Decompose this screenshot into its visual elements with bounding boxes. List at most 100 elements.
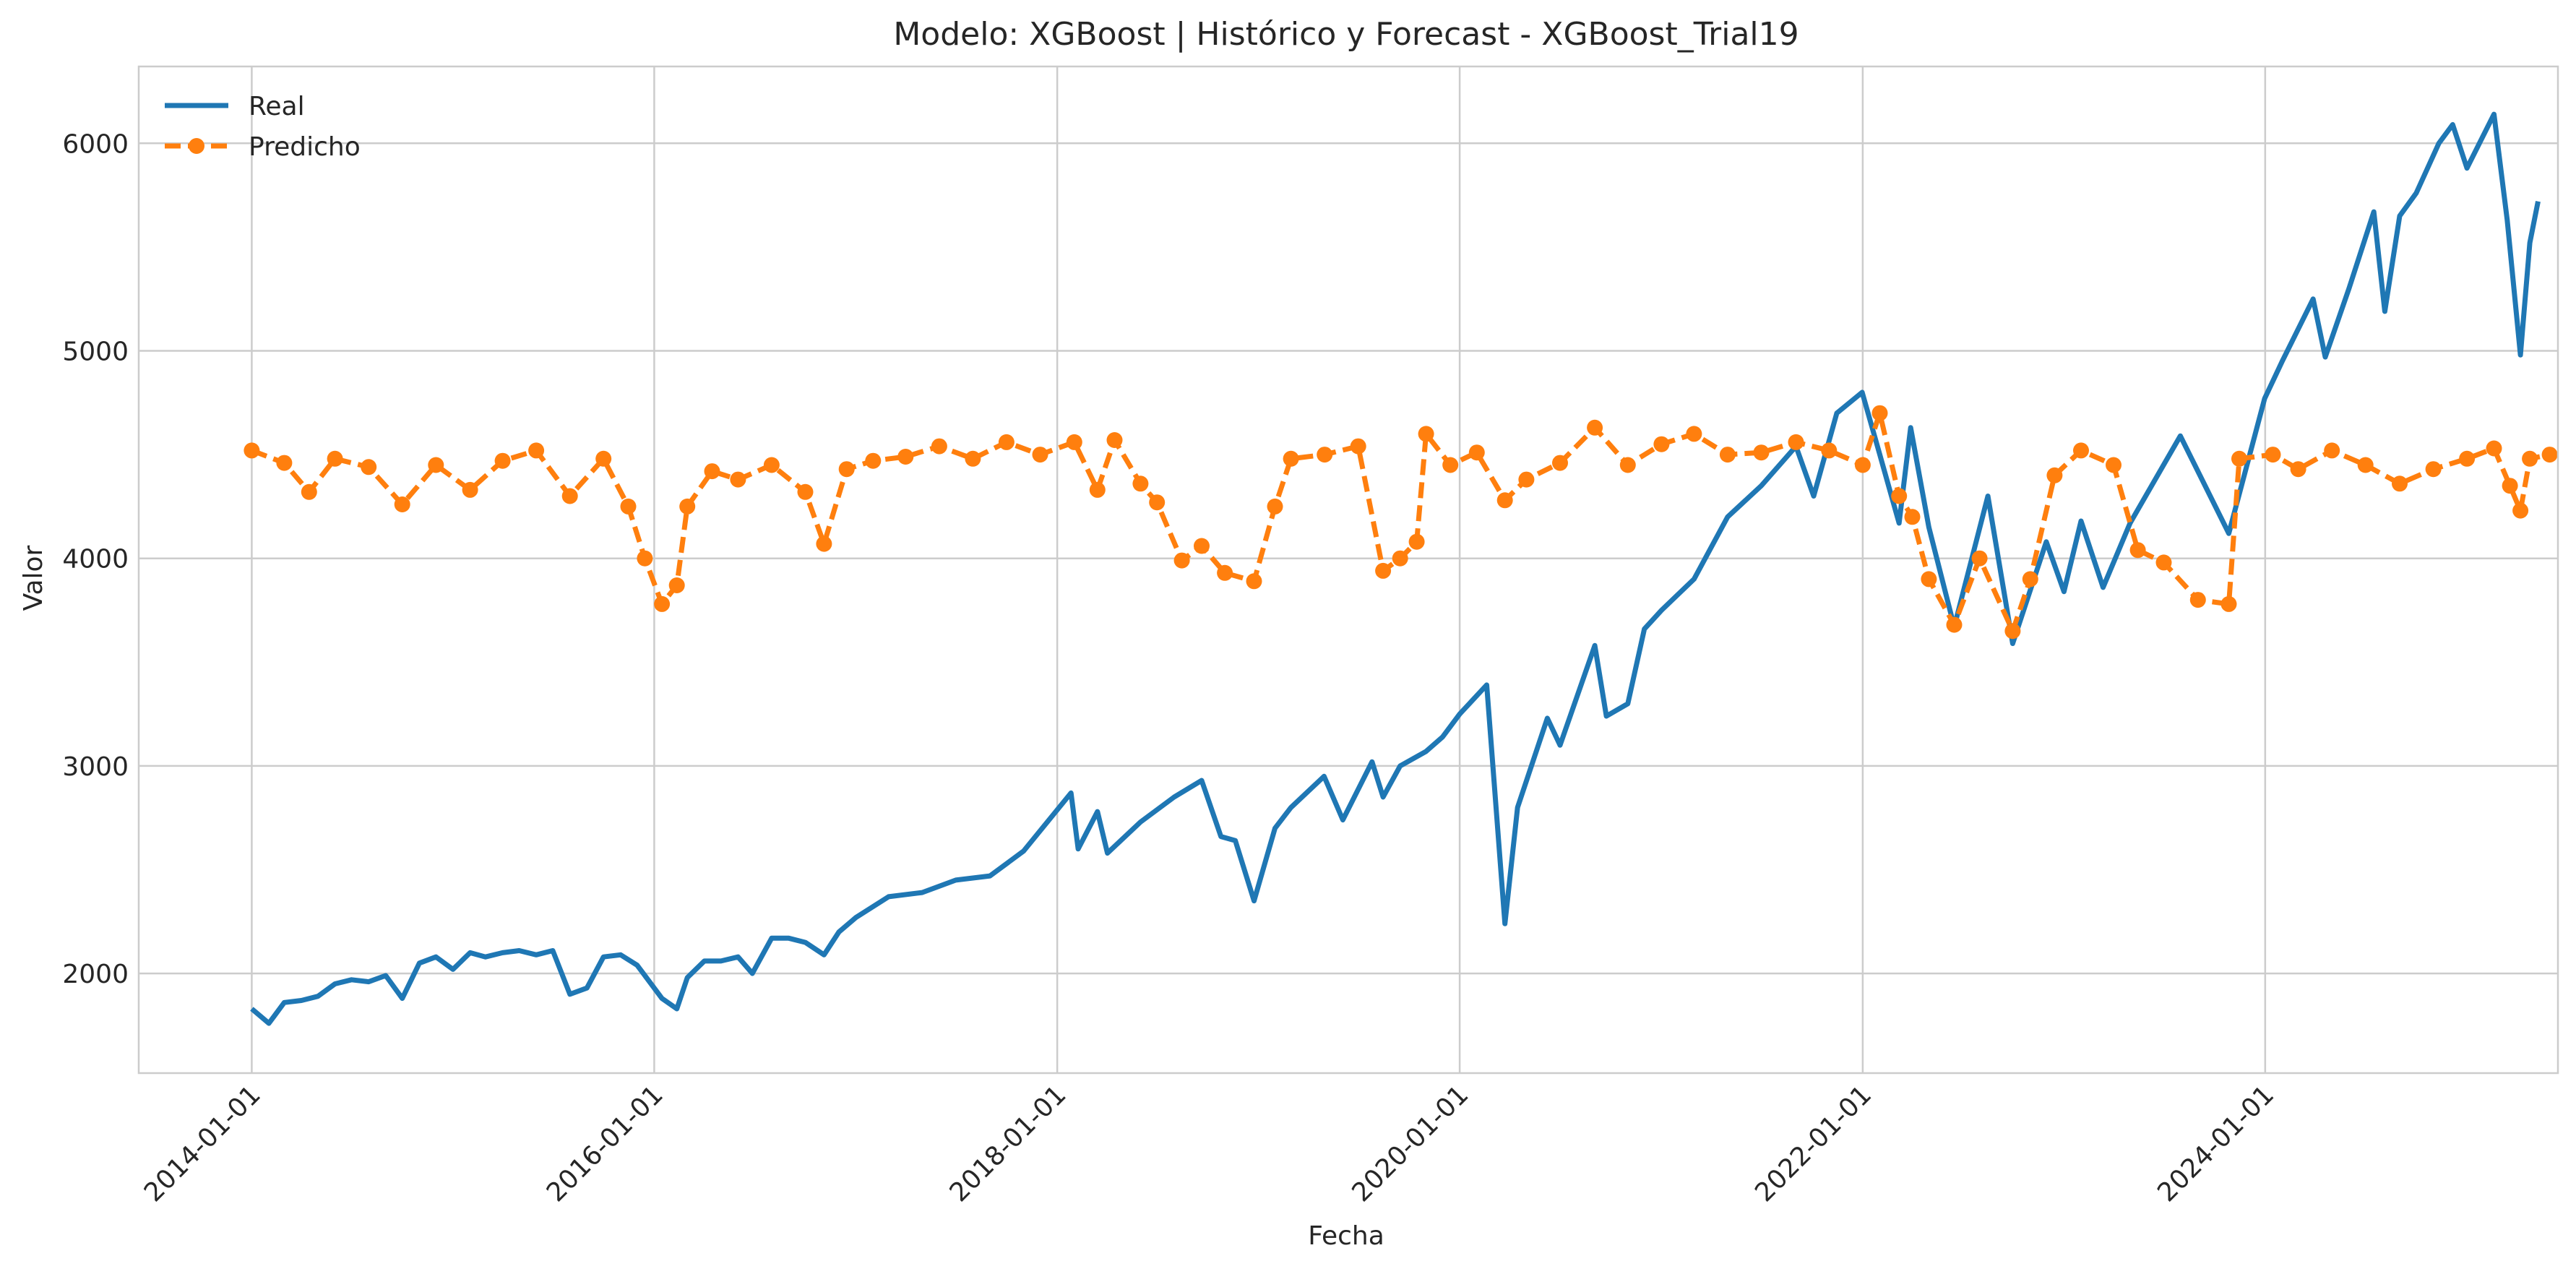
data-point-predicho xyxy=(1468,444,1485,461)
series-line-real xyxy=(250,111,2541,1026)
data-point-predicho xyxy=(730,471,746,488)
data-point-predicho xyxy=(361,459,377,475)
data-point-predicho xyxy=(1066,434,1082,450)
data-point-predicho xyxy=(2392,475,2408,492)
data-point-predicho xyxy=(2155,554,2172,571)
x-axis-label: Fecha xyxy=(1308,1221,1384,1251)
data-point-predicho xyxy=(1173,552,1190,569)
data-point-predicho xyxy=(2022,571,2038,587)
data-point-predicho xyxy=(838,461,855,478)
data-point-predicho xyxy=(1149,494,1166,511)
data-point-predicho xyxy=(965,450,981,467)
data-point-predicho xyxy=(301,483,317,500)
plot-frame xyxy=(137,65,2559,1075)
data-point-predicho xyxy=(2512,502,2529,519)
data-point-predicho xyxy=(1089,481,1106,498)
y-tick-label: 4000 xyxy=(62,545,129,574)
legend-marker-predicho xyxy=(189,138,204,154)
legend-label-real: Real xyxy=(249,92,305,121)
data-point-predicho xyxy=(1686,426,1702,442)
data-point-predicho xyxy=(2004,623,2021,640)
data-point-predicho xyxy=(2046,467,2063,483)
data-point-predicho xyxy=(2324,442,2340,459)
data-point-predicho xyxy=(998,434,1015,450)
data-point-predicho xyxy=(2522,450,2538,467)
data-point-predicho xyxy=(1904,509,1921,525)
data-point-predicho xyxy=(244,442,260,459)
data-point-predicho xyxy=(704,463,720,480)
data-point-predicho xyxy=(2220,595,2237,612)
data-point-predicho xyxy=(763,457,780,473)
data-point-predicho xyxy=(2073,442,2089,459)
data-point-predicho xyxy=(2357,457,2374,473)
legend-label-predicho: Predicho xyxy=(249,132,361,162)
data-point-predicho xyxy=(2459,450,2476,467)
data-point-predicho xyxy=(595,450,612,467)
data-point-predicho xyxy=(668,577,685,593)
data-point-predicho xyxy=(797,483,814,500)
data-point-predicho xyxy=(494,452,511,469)
data-point-predicho xyxy=(1032,447,1048,463)
data-point-predicho xyxy=(2486,440,2502,457)
data-point-predicho xyxy=(1921,571,1937,587)
y-tick-label: 2000 xyxy=(62,960,129,989)
data-point-predicho xyxy=(462,481,478,498)
data-point-predicho xyxy=(2129,542,2146,559)
data-point-predicho xyxy=(276,455,293,471)
data-point-predicho xyxy=(1418,426,1434,442)
data-point-predicho xyxy=(327,450,343,467)
y-tick-label: 6000 xyxy=(62,129,129,159)
data-point-predicho xyxy=(1971,550,1988,567)
data-point-predicho xyxy=(1946,616,1963,633)
grid xyxy=(139,66,2558,1073)
data-point-predicho xyxy=(1350,438,1366,455)
data-point-predicho xyxy=(1821,442,1838,459)
chart-title: Modelo: XGBoost | Histórico y Forecast -… xyxy=(893,16,1799,53)
data-point-predicho xyxy=(816,535,832,552)
series-line-predicho xyxy=(251,410,2551,634)
data-point-predicho xyxy=(637,550,653,567)
data-point-predicho xyxy=(620,498,637,515)
data-point-predicho xyxy=(1496,492,1513,509)
data-point-predicho xyxy=(1854,457,1871,473)
data-point-predicho xyxy=(394,496,410,512)
data-point-predicho xyxy=(1317,447,1333,463)
data-point-predicho xyxy=(428,457,444,473)
data-point-predicho xyxy=(528,442,545,459)
data-point-predicho xyxy=(561,488,578,504)
data-point-predicho xyxy=(2265,447,2281,463)
legend: Real Predicho xyxy=(165,92,361,162)
data-point-predicho xyxy=(2425,461,2442,478)
data-point-predicho xyxy=(1619,457,1636,473)
y-tick-label: 5000 xyxy=(62,337,129,366)
data-point-predicho xyxy=(1246,573,1262,590)
y-axis-ticks: 2000 3000 4000 5000 6000 xyxy=(62,129,129,989)
data-point-predicho xyxy=(1392,550,1408,567)
data-point-predicho xyxy=(1375,562,1392,579)
data-point-predicho xyxy=(1552,455,1568,471)
data-point-predicho xyxy=(1132,475,1149,492)
data-point-predicho xyxy=(1194,538,1210,554)
data-point-predicho xyxy=(1267,498,1283,515)
y-tick-label: 3000 xyxy=(62,752,129,782)
data-point-predicho xyxy=(1753,444,1770,461)
data-point-predicho xyxy=(1788,434,1804,450)
y-axis-label: Valor xyxy=(19,545,48,611)
plot-area xyxy=(244,111,2558,1026)
data-point-predicho xyxy=(1283,450,1299,467)
data-point-predicho xyxy=(1217,564,1233,581)
data-point-predicho xyxy=(2189,592,2206,608)
data-point-predicho xyxy=(2290,461,2306,478)
data-point-predicho xyxy=(897,449,914,465)
data-point-predicho xyxy=(654,595,671,612)
data-point-predicho xyxy=(2541,447,2558,463)
data-point-predicho xyxy=(2231,450,2247,467)
data-point-predicho xyxy=(1518,471,1535,488)
data-point-predicho xyxy=(1653,436,1670,452)
data-point-predicho xyxy=(1891,488,1908,504)
data-point-predicho xyxy=(931,438,947,455)
data-point-predicho xyxy=(865,452,882,469)
data-point-predicho xyxy=(2106,457,2121,473)
